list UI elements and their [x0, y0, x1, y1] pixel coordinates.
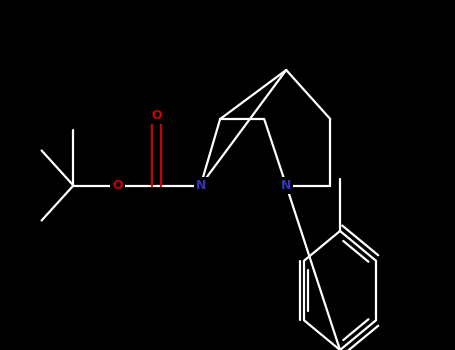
Text: O: O — [112, 179, 123, 192]
Text: O: O — [151, 109, 162, 122]
Text: N: N — [195, 179, 206, 192]
Text: N: N — [281, 179, 291, 192]
